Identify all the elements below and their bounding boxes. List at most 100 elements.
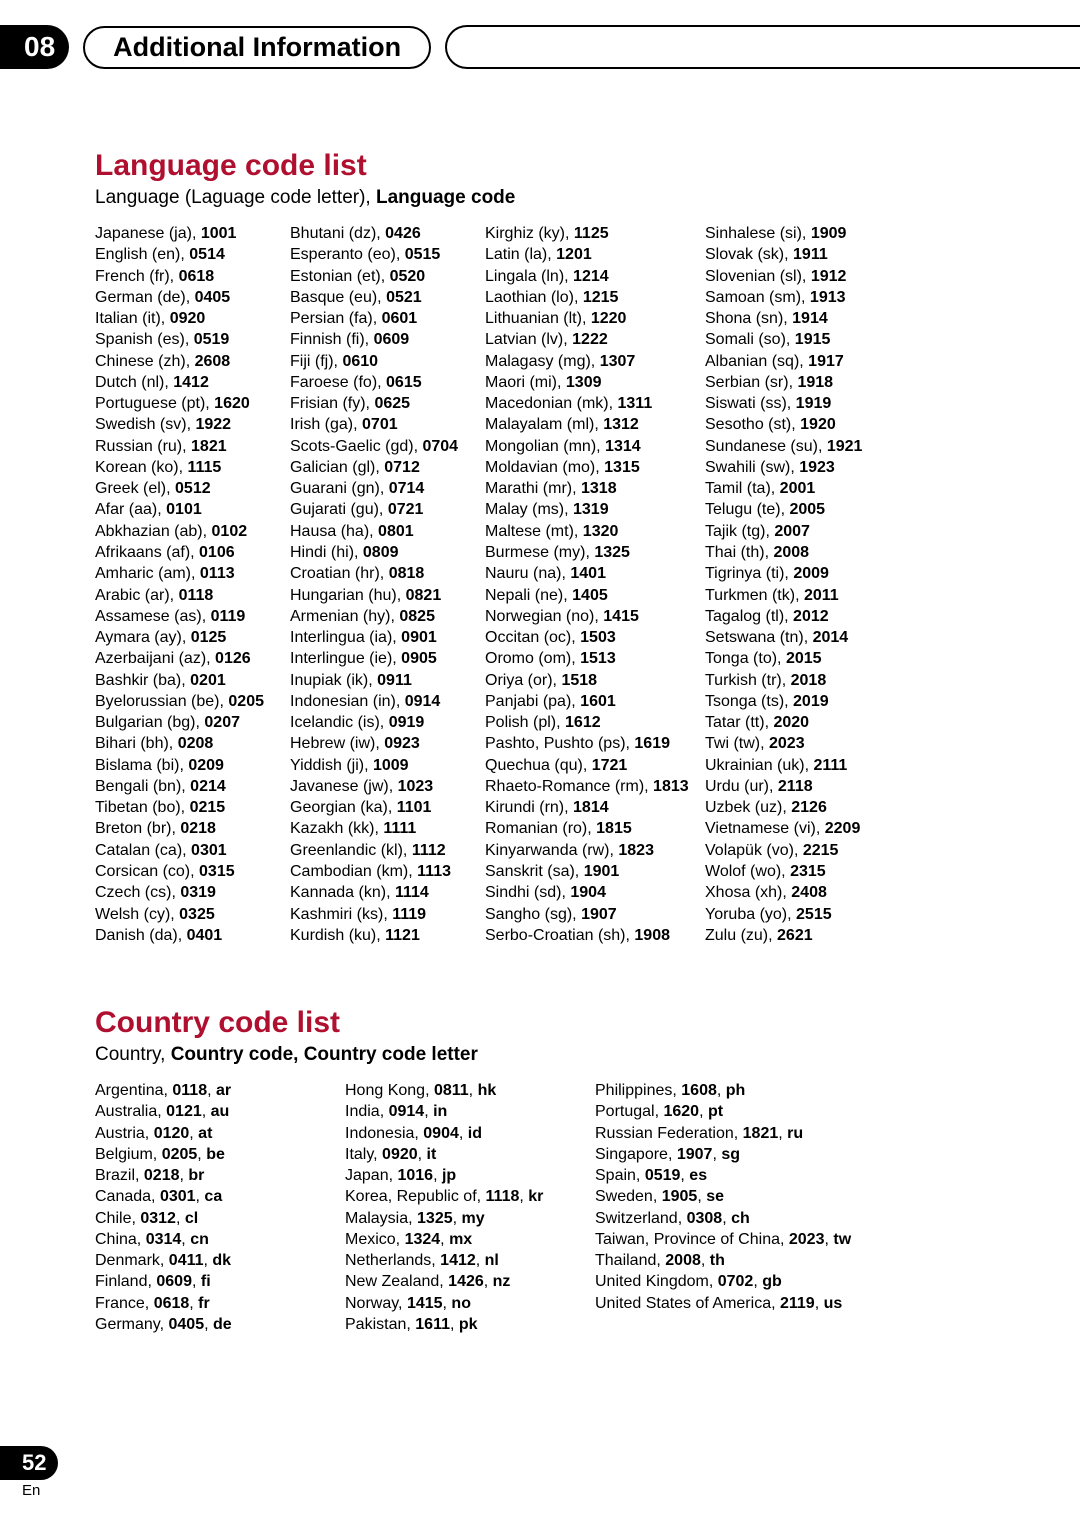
language-entry: Inupiak (ik), 0911 — [290, 670, 485, 691]
language-entry: Sangho (sg), 1907 — [485, 904, 705, 925]
language-entry: Tsonga (ts), 2019 — [705, 691, 925, 712]
language-entry: English (en), 0514 — [95, 244, 290, 265]
language-entry: Georgian (ka), 1101 — [290, 797, 485, 818]
language-entry: Thai (th), 2008 — [705, 542, 925, 563]
language-entry: Sesotho (st), 1920 — [705, 414, 925, 435]
country-entry: Brazil, 0218, br — [95, 1165, 345, 1186]
language-entry: Hindi (hi), 0809 — [290, 542, 485, 563]
language-entry: Occitan (oc), 1503 — [485, 627, 705, 648]
country-entry: Austria, 0120, at — [95, 1123, 345, 1144]
country-entry: Thailand, 2008, th — [595, 1250, 915, 1271]
language-entry: Nepali (ne), 1405 — [485, 585, 705, 606]
page-footer: 52 En — [0, 1446, 58, 1499]
country-entry: United Kingdom, 0702, gb — [595, 1271, 915, 1292]
language-entry: Wolof (wo), 2315 — [705, 861, 925, 882]
language-entry: Lingala (ln), 1214 — [485, 266, 705, 287]
language-entry: Sinhalese (si), 1909 — [705, 223, 925, 244]
country-entry: France, 0618, fr — [95, 1293, 345, 1314]
language-entry: Fiji (fj), 0610 — [290, 351, 485, 372]
language-entry: Tatar (tt), 2020 — [705, 712, 925, 733]
language-entry: Swahili (sw), 1923 — [705, 457, 925, 478]
footer-lang-label: En — [22, 1482, 58, 1499]
language-entry: Bihari (bh), 0208 — [95, 733, 290, 754]
country-entry: New Zealand, 1426, nz — [345, 1271, 595, 1292]
language-entry: Slovak (sk), 1911 — [705, 244, 925, 265]
language-entry: Laothian (lo), 1215 — [485, 287, 705, 308]
subtitle-bold: Language code — [376, 187, 515, 208]
language-entry: Tigrinya (ti), 2009 — [705, 563, 925, 584]
country-entry: Singapore, 1907, sg — [595, 1144, 915, 1165]
country-entry: Philippines, 1608, ph — [595, 1080, 915, 1101]
country-entry: Italy, 0920, it — [345, 1144, 595, 1165]
country-entry: India, 0914, in — [345, 1101, 595, 1122]
language-entry: Bashkir (ba), 0201 — [95, 670, 290, 691]
country-entry: Belgium, 0205, be — [95, 1144, 345, 1165]
language-entry: Afar (aa), 0101 — [95, 499, 290, 520]
country-column: Argentina, 0118, arAustralia, 0121, auAu… — [95, 1080, 345, 1335]
language-entry: Tonga (to), 2015 — [705, 648, 925, 669]
language-entry: Kirundi (rn), 1814 — [485, 797, 705, 818]
language-entry: Lithuanian (lt), 1220 — [485, 308, 705, 329]
language-entry: Polish (pl), 1612 — [485, 712, 705, 733]
country-entry: Indonesia, 0904, id — [345, 1123, 595, 1144]
language-entry: Slovenian (sl), 1912 — [705, 266, 925, 287]
language-entry: Tajik (tg), 2007 — [705, 521, 925, 542]
language-entry: Danish (da), 0401 — [95, 925, 290, 946]
language-entry: Frisian (fy), 0625 — [290, 393, 485, 414]
language-entry: Nauru (na), 1401 — [485, 563, 705, 584]
language-entry: Latin (la), 1201 — [485, 244, 705, 265]
language-entry: Pashto, Pushto (ps), 1619 — [485, 733, 705, 754]
language-entry: Ukrainian (uk), 2111 — [705, 755, 925, 776]
language-entry: Breton (br), 0218 — [95, 818, 290, 839]
language-entry: Interlingua (ia), 0901 — [290, 627, 485, 648]
language-entry: Japanese (ja), 1001 — [95, 223, 290, 244]
country-entry: Russian Federation, 1821, ru — [595, 1123, 915, 1144]
country-entry: Germany, 0405, de — [95, 1314, 345, 1335]
language-column: Bhutani (dz), 0426Esperanto (eo), 0515Es… — [290, 223, 485, 946]
language-entry: French (fr), 0618 — [95, 266, 290, 287]
language-entry: Latvian (lv), 1222 — [485, 329, 705, 350]
language-entry: Twi (tw), 2023 — [705, 733, 925, 754]
language-entry: Kannada (kn), 1114 — [290, 882, 485, 903]
language-entry: Afrikaans (af), 0106 — [95, 542, 290, 563]
language-entry: Chinese (zh), 2608 — [95, 351, 290, 372]
country-entry: Mexico, 1324, mx — [345, 1229, 595, 1250]
language-entry: Faroese (fo), 0615 — [290, 372, 485, 393]
language-entry: Xhosa (xh), 2408 — [705, 882, 925, 903]
language-column: Sinhalese (si), 1909Slovak (sk), 1911Slo… — [705, 223, 925, 946]
language-entry: Sanskrit (sa), 1901 — [485, 861, 705, 882]
language-entry: Icelandic (is), 0919 — [290, 712, 485, 733]
language-entry: Guarani (gn), 0714 — [290, 478, 485, 499]
language-entry: Bengali (bn), 0214 — [95, 776, 290, 797]
language-entry: Siswati (ss), 1919 — [705, 393, 925, 414]
country-entry: Switzerland, 0308, ch — [595, 1208, 915, 1229]
language-entry: Greenlandic (kl), 1112 — [290, 840, 485, 861]
language-entry: Serbo-Croatian (sh), 1908 — [485, 925, 705, 946]
country-entry: Denmark, 0411, dk — [95, 1250, 345, 1271]
page-number-badge: 52 — [0, 1446, 58, 1480]
language-entry: Armenian (hy), 0825 — [290, 606, 485, 627]
language-entry: Uzbek (uz), 2126 — [705, 797, 925, 818]
language-entry: Croatian (hr), 0818 — [290, 563, 485, 584]
language-entry: Hungarian (hu), 0821 — [290, 585, 485, 606]
language-entry: Maltese (mt), 1320 — [485, 521, 705, 542]
country-entry: Norway, 1415, no — [345, 1293, 595, 1314]
language-entry: Malay (ms), 1319 — [485, 499, 705, 520]
language-entry: Korean (ko), 1115 — [95, 457, 290, 478]
language-entry: Basque (eu), 0521 — [290, 287, 485, 308]
language-entry: Hausa (ha), 0801 — [290, 521, 485, 542]
language-entry: Scots-Gaelic (gd), 0704 — [290, 436, 485, 457]
subtitle-bold: Country code, Country code letter — [171, 1044, 478, 1065]
country-entry: Sweden, 1905, se — [595, 1186, 915, 1207]
country-section: Country code list Country, Country code,… — [95, 1006, 1020, 1335]
language-entry: Telugu (te), 2005 — [705, 499, 925, 520]
language-entry: Sindhi (sd), 1904 — [485, 882, 705, 903]
language-entry: Marathi (mr), 1318 — [485, 478, 705, 499]
country-column: Philippines, 1608, phPortugal, 1620, ptR… — [595, 1080, 915, 1335]
language-entry: Somali (so), 1915 — [705, 329, 925, 350]
language-entry: Yoruba (yo), 2515 — [705, 904, 925, 925]
language-entry: Amharic (am), 0113 — [95, 563, 290, 584]
language-entry: Norwegian (no), 1415 — [485, 606, 705, 627]
country-entry: Japan, 1016, jp — [345, 1165, 595, 1186]
language-entry: German (de), 0405 — [95, 287, 290, 308]
